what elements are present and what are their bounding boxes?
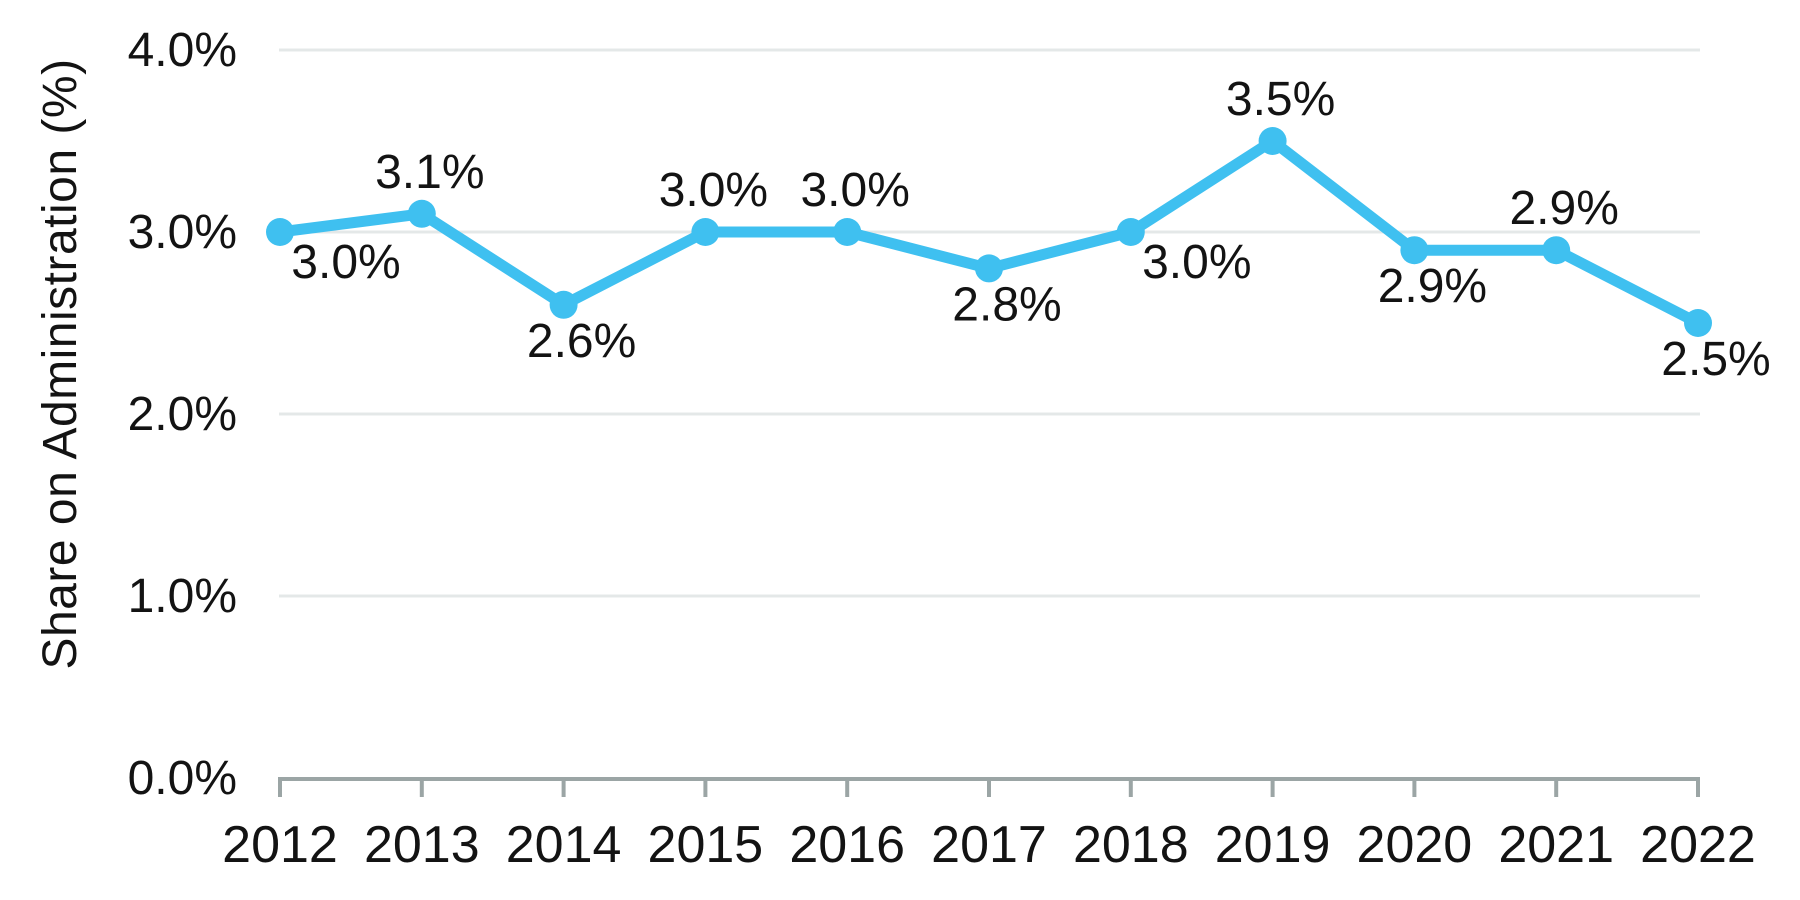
x-tick-label: 2020 [1357,816,1473,874]
data-point-label: 2.5% [1661,333,1770,386]
data-point-marker [407,199,436,228]
gridlines [279,48,1700,598]
data-point-marker [1258,127,1287,155]
data-point-marker [1116,218,1145,246]
data-series [266,127,1712,337]
data-point-label: 2.6% [527,315,636,368]
data-point-label: 3.0% [1142,236,1251,289]
y-axis-tick-labels: 0.0% 1.0% 2.0% 3.0% 4.0% [128,24,237,805]
x-axis-tick-labels: 2012 2013 2014 2015 2016 2017 2018 2019 2020 2021… [222,816,1756,874]
y-tick-label: 0.0% [128,752,237,805]
data-point-marker [549,290,578,319]
data-point-label: 2.9% [1378,260,1487,313]
data-point-label: 3.1% [375,146,484,199]
x-tick-label: 2017 [931,816,1047,874]
x-tick-label: 2013 [364,816,480,874]
x-tick-label: 2018 [1073,816,1189,874]
x-axis [278,777,1700,797]
data-point-label: 2.9% [1509,182,1618,235]
data-point-marker [266,218,294,246]
x-tick-label: 2016 [789,816,905,874]
x-tick-label: 2019 [1215,816,1331,874]
y-axis-title: Share on Administration (%) [34,58,87,669]
data-point-marker [975,254,1003,283]
data-point-marker [1684,309,1712,337]
y-tick-label: 1.0% [128,570,237,623]
data-point-label: 3.5% [1226,73,1335,126]
y-tick-label: 4.0% [128,24,237,77]
data-point-label: 3.0% [659,164,768,217]
x-tick-label: 2012 [222,816,338,874]
data-point-label: 3.0% [291,236,400,289]
data-point-marker [691,218,720,246]
data-point-label: 2.8% [952,278,1061,331]
x-tick-label: 2022 [1640,816,1756,874]
data-point-marker [833,218,862,246]
x-tick-label: 2014 [506,816,622,874]
y-tick-label: 2.0% [128,388,237,441]
data-point-label: 3.0% [800,164,909,217]
y-tick-label: 3.0% [128,206,237,259]
x-tick-label: 2021 [1498,816,1614,874]
x-tick-label: 2015 [648,816,764,874]
data-point-marker [1542,236,1571,265]
data-point-labels: 3.0% 3.1% 2.6% 3.0% 3.0% 2.8% 3.0% 3.5% 2.9% 2.9%… [291,73,1770,386]
data-point-marker [1400,236,1429,265]
